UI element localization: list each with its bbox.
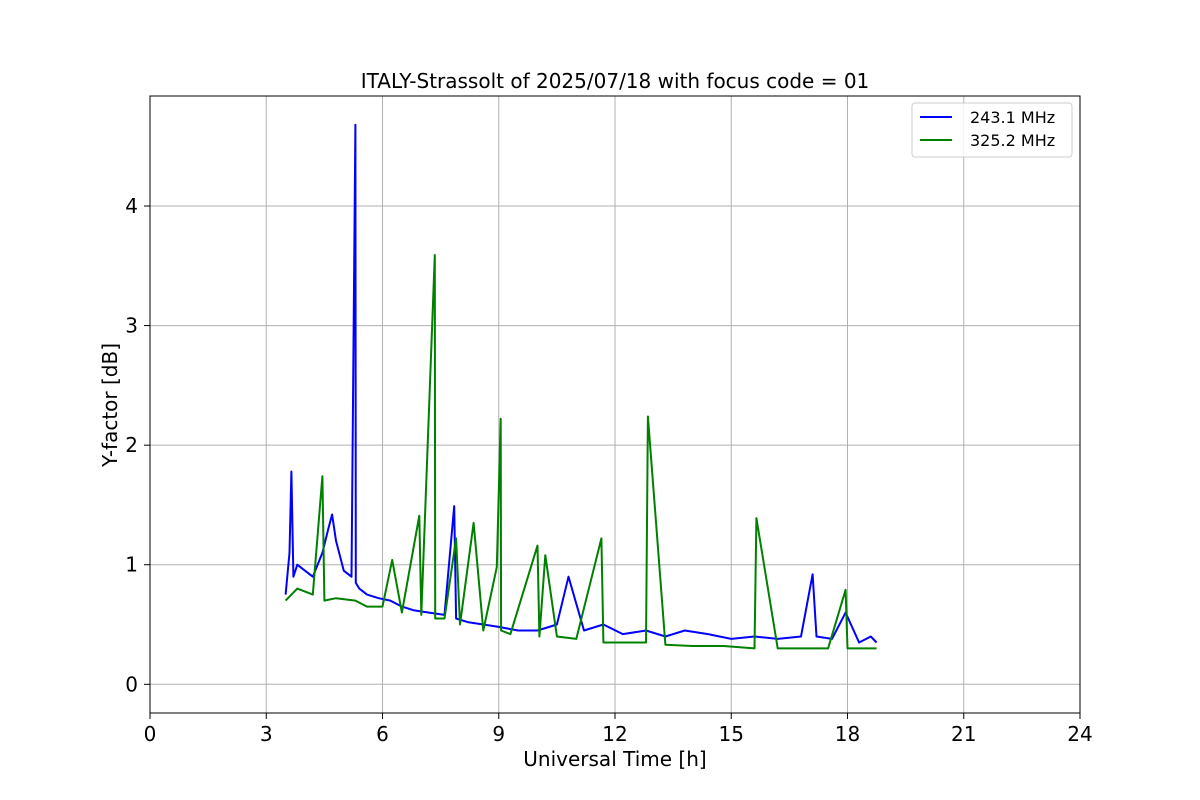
series-layer <box>284 123 878 650</box>
series-line-0 <box>284 123 878 644</box>
x-axis: 0 3 6 9 12 15 18 21 24 <box>144 713 1093 746</box>
y-tick-label: 1 <box>125 553 138 577</box>
legend-label-325: 325.2 MHz <box>970 131 1055 150</box>
x-tick-label: 15 <box>719 722 744 746</box>
y-axis: 0 1 2 3 4 <box>125 194 150 696</box>
x-axis-label: Universal Time [h] <box>523 747 706 771</box>
plot-area <box>284 123 878 650</box>
y-tick-label: 0 <box>125 672 138 696</box>
y-axis-label: Y-factor [dB] <box>98 343 122 468</box>
legend: 243.1 MHz 325.2 MHz <box>911 102 1073 158</box>
series-line-1 <box>284 254 877 650</box>
chart-title: ITALY-Strassolt of 2025/07/18 with focus… <box>361 69 870 93</box>
x-tick-label: 21 <box>951 722 976 746</box>
y-tick-label: 4 <box>125 194 138 218</box>
x-tick-label: 12 <box>602 722 627 746</box>
x-tick-label: 0 <box>144 722 157 746</box>
y-tick-label: 3 <box>125 314 138 338</box>
legend-label-243: 243.1 MHz <box>970 108 1055 127</box>
x-tick-label: 24 <box>1067 722 1092 746</box>
x-tick-label: 18 <box>835 722 860 746</box>
x-tick-label: 9 <box>492 722 505 746</box>
x-tick-label: 6 <box>376 722 389 746</box>
x-tick-label: 3 <box>260 722 273 746</box>
y-tick-label: 2 <box>125 433 138 457</box>
